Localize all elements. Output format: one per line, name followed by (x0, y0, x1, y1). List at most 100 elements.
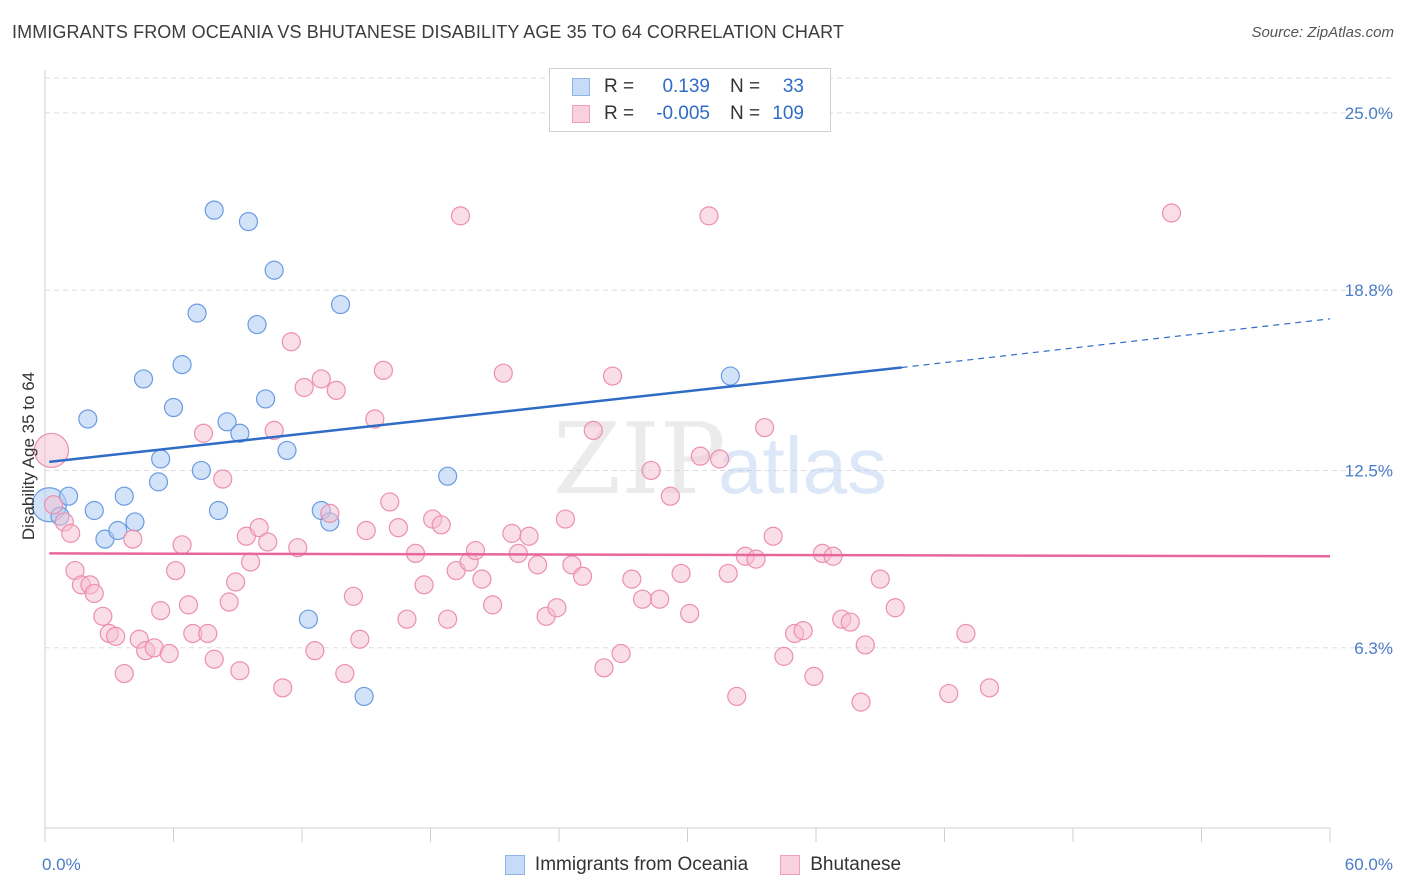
bhutanese-point (350, 629, 370, 649)
bhutanese-point (93, 606, 113, 626)
oceania-point (108, 520, 128, 541)
y-tick-label: 18.8% (1345, 281, 1393, 300)
bhutanese-point (851, 692, 871, 712)
source-label: Source: ZipAtlas.com (1251, 24, 1394, 41)
bhutanese-point (431, 515, 451, 535)
bhutanese-point (465, 540, 486, 561)
bhutanese-point (622, 569, 642, 589)
legend-swatch-oceania (504, 855, 525, 875)
bhutanese-point (502, 523, 522, 543)
bhutanese-point (754, 417, 775, 438)
series-legend: Immigrants from Oceania Bhutanese (0, 852, 1406, 878)
oceania-point (255, 389, 276, 409)
bhutanese-point (230, 661, 250, 681)
y-tick-label: 12.5% (1345, 461, 1393, 480)
r-label: R = (604, 103, 635, 124)
bhutanese-point (320, 503, 340, 523)
bhutanese-point (650, 589, 670, 609)
bhutanese-point (198, 623, 218, 644)
r-value: -0.005 (656, 103, 710, 124)
bhutanese-point (288, 538, 308, 558)
bhutanese-point (632, 589, 653, 609)
bhutanese-point (547, 598, 567, 618)
bhutanese-point (166, 560, 186, 581)
oceania-point (78, 409, 98, 429)
legend-item-oceania: Immigrants from Oceania (504, 854, 748, 876)
bhutanese-point (660, 486, 680, 506)
bhutanese-point (956, 623, 976, 644)
bhutanese-point (258, 532, 278, 552)
oceania-point (277, 440, 297, 461)
trend-lines (49, 318, 1331, 558)
watermark: ZIP atlas (553, 403, 887, 517)
bhutanese-point (804, 666, 824, 687)
bhutanese-point (305, 641, 325, 661)
oceania-trend-line (49, 366, 902, 464)
bhutanese-point (365, 409, 385, 429)
bhutanese-point (939, 683, 959, 704)
r-value: 0.139 (662, 76, 710, 97)
oceania-point (191, 460, 211, 481)
oceania-point (230, 423, 250, 443)
n-value: 109 (772, 103, 804, 124)
bhutanese-point (43, 495, 64, 515)
oceania-point (84, 500, 104, 521)
bhutanese-point (123, 529, 143, 549)
bhutanese-point (870, 569, 890, 589)
bhutanese-point (763, 526, 783, 546)
bhutanese-point (680, 603, 700, 624)
oceania-point (247, 314, 267, 335)
bhutanese-point (114, 663, 134, 684)
bhutanese-point (885, 598, 905, 618)
bhutanese-point (380, 492, 400, 512)
bhutanese-point (641, 460, 661, 481)
y-tick-label: 25.0% (1345, 104, 1393, 123)
oceania-point (204, 200, 224, 220)
oceania-point (187, 303, 207, 323)
bhutanese-point (594, 658, 614, 678)
oceania-point (172, 355, 192, 375)
bhutanese-point (178, 595, 199, 615)
bhutanese-point (159, 643, 179, 664)
r-label: R = (604, 76, 635, 97)
bhutanese-point (727, 686, 747, 707)
bhutanese-point (483, 595, 503, 615)
bhutanese-point (690, 446, 710, 466)
bhutanese-point (172, 535, 192, 555)
bhutanese-point (611, 643, 631, 664)
bhutanese-point (671, 563, 691, 584)
legend-row-bhutanese: R = -0.005 N = 109 (572, 101, 804, 127)
bhutanese-point (249, 518, 269, 538)
watermark-atlas: atlas (718, 421, 887, 510)
bhutanese-point (450, 206, 471, 226)
oceania-point (58, 486, 79, 506)
bhutanese-point (718, 563, 738, 584)
bhutanese-point (294, 377, 314, 398)
chart-title: IMMIGRANTS FROM OCEANIA VS BHUTANESE DIS… (12, 22, 844, 42)
x-tick-label: 60.0% (1345, 855, 1393, 874)
bhutanese-point (281, 332, 301, 352)
bhutanese-point (855, 635, 875, 655)
legend-swatch-oceania (572, 78, 590, 96)
legend-swatch-bhutanese (572, 105, 590, 123)
oceania-point (438, 466, 458, 486)
bhutanese-point (264, 420, 284, 441)
legend-row-oceania: R = 0.139 N = 33 (572, 74, 804, 100)
oceania-trend-extension (901, 318, 1331, 369)
bhutanese-point (438, 609, 458, 629)
bhutanese-point (979, 678, 1000, 698)
bhutanese-point (583, 420, 603, 441)
oceania-point (114, 486, 134, 506)
oceania-point (163, 397, 184, 418)
oceania-point (720, 366, 740, 386)
y-axis-label: Disability Age 35 to 64 (19, 372, 38, 540)
bhutanese-point (311, 369, 331, 389)
legend-label-bhutanese: Bhutanese (810, 854, 902, 875)
bhutanese-point (213, 469, 233, 489)
bhutanese-point (241, 552, 261, 572)
bhutanese-point (746, 549, 766, 569)
bhutanese-point (602, 366, 623, 386)
bhutanese-point (472, 569, 492, 589)
bhutanese-point (840, 612, 860, 632)
